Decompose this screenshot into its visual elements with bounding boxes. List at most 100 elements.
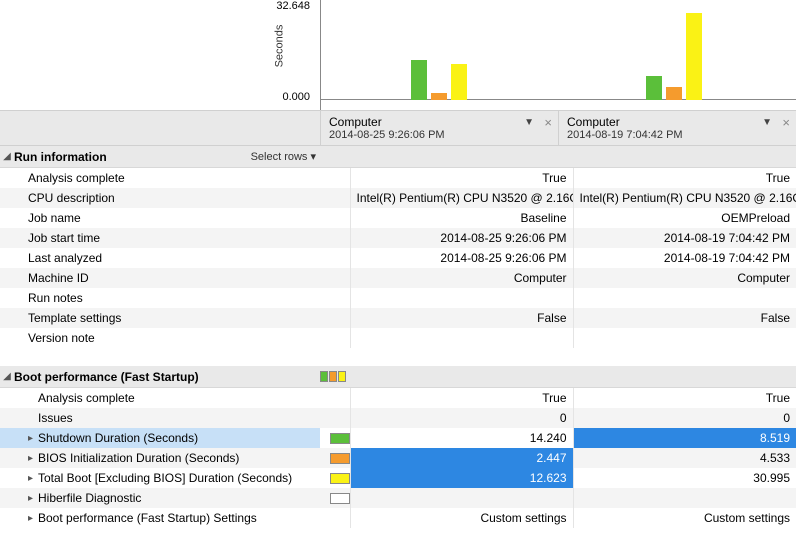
cell-value: 12.623 [350, 468, 573, 488]
cell-value: True [573, 388, 796, 408]
swatch [338, 371, 346, 382]
table-row[interactable]: Analysis completeTrueTrue [0, 168, 796, 188]
row-label: Machine ID [28, 271, 89, 285]
row-label: Run notes [28, 291, 83, 305]
cell-value: 2014-08-25 9:26:06 PM [350, 248, 573, 268]
chart-plot [320, 0, 796, 110]
expand-icon[interactable]: ▸ [28, 473, 38, 484]
cell-value: 4.533 [573, 448, 796, 468]
y-tick-max: 32.648 [276, 0, 310, 12]
row-label: Version note [28, 331, 95, 345]
select-rows-button[interactable]: Select rows ▾ [251, 150, 316, 163]
table-row[interactable]: Template settingsFalseFalse [0, 308, 796, 328]
table-row[interactable]: ▸Total Boot [Excluding BIOS] Duration (S… [0, 468, 796, 488]
row-label: Total Boot [Excluding BIOS] Duration (Se… [38, 471, 292, 485]
bar [431, 93, 447, 100]
expand-icon[interactable]: ▸ [28, 493, 38, 504]
cell-value: Custom settings [573, 508, 796, 528]
row-label: Boot performance (Fast Startup) Settings [38, 511, 257, 525]
cell-value [573, 328, 796, 348]
table-row[interactable]: Run notes [0, 288, 796, 308]
bar [451, 64, 467, 100]
expand-icon[interactable]: ▸ [28, 433, 38, 444]
row-label: Template settings [28, 311, 121, 325]
table-row[interactable]: CPU description Intel(R) Pentium(R) CPU N… [0, 188, 796, 208]
chart-area: Seconds 32.648 0.000 [0, 0, 796, 110]
cell-value: True [350, 388, 573, 408]
cell-value: Baseline [350, 208, 573, 228]
row-label: Hiberfile Diagnostic [38, 491, 141, 505]
table-row[interactable]: ▸BIOS Initialization Duration (Seconds) 2… [0, 448, 796, 468]
swatch [320, 371, 328, 382]
table-row[interactable]: Issues00 [0, 408, 796, 428]
column-title: Computer [567, 115, 788, 129]
collapse-icon[interactable]: ◢ [0, 151, 14, 162]
cell-value: 2.447 [350, 448, 573, 468]
table-row[interactable]: ▸Shutdown Duration (Seconds) 14.2408.519 [0, 428, 796, 448]
section-header-boot-perf: ◢ Boot performance (Fast Startup) [0, 366, 796, 388]
row-label: Shutdown Duration (Seconds) [38, 431, 198, 445]
bar [646, 76, 662, 100]
cell-value: 2014-08-19 7:04:42 PM [573, 248, 796, 268]
cell-value [350, 488, 573, 508]
cell-value [350, 288, 573, 308]
collapse-icon[interactable]: ◢ [0, 371, 14, 382]
column-subtitle: 2014-08-25 9:26:06 PM [329, 129, 550, 141]
column-header-0[interactable]: Computer 2014-08-25 9:26:06 PM ▼ × [320, 111, 558, 145]
cell-value: 0 [350, 408, 573, 428]
cell-value: 2014-08-19 7:04:42 PM [573, 228, 796, 248]
expand-icon[interactable]: ▸ [28, 513, 38, 524]
table-row[interactable]: Job name BaselineOEMPreload [0, 208, 796, 228]
bar-group-0 [411, 60, 467, 100]
column-headers: Computer 2014-08-25 9:26:06 PM ▼ × Compu… [0, 110, 796, 146]
chart-y-axis: Seconds 32.648 0.000 [0, 0, 320, 110]
bar [411, 60, 427, 100]
cell-value: 14.240 [350, 428, 573, 448]
swatch [329, 371, 337, 382]
table-row[interactable]: ▸Hiberfile Diagnostic [0, 488, 796, 508]
cell-value: True [573, 168, 796, 188]
column-header-1[interactable]: Computer 2014-08-19 7:04:42 PM ▼ × [558, 111, 796, 145]
cell-value: Computer [573, 268, 796, 288]
cell-value: OEMPreload [573, 208, 796, 228]
column-title: Computer [329, 115, 550, 129]
table-row[interactable]: Version note [0, 328, 796, 348]
column-subtitle: 2014-08-19 7:04:42 PM [567, 129, 788, 141]
row-swatch [330, 473, 350, 484]
cell-value: 8.519 [573, 428, 796, 448]
table-row[interactable]: Machine ID ComputerComputer [0, 268, 796, 288]
row-swatch [330, 433, 350, 444]
cell-value: True [350, 168, 573, 188]
dropdown-icon[interactable]: ▼ [524, 117, 534, 128]
row-label: Job name [28, 211, 81, 225]
table-row[interactable]: Last analyzed 2014-08-25 9:26:06 PM2014-0… [0, 248, 796, 268]
cell-value: Intel(R) Pentium(R) CPU N3520 @ 2.16GHz [573, 188, 796, 208]
row-label: Job start time [28, 231, 100, 245]
row-label: Last analyzed [28, 251, 102, 265]
boot-perf-grid: Analysis completeTrueTrue Issues00▸Shutd… [0, 388, 796, 528]
cell-value [573, 288, 796, 308]
header-swatches [320, 371, 346, 382]
cell-value: Computer [350, 268, 573, 288]
table-row[interactable]: ▸Boot performance (Fast Startup) Setting… [0, 508, 796, 528]
y-tick-min: 0.000 [282, 91, 310, 103]
close-icon[interactable]: × [782, 115, 790, 130]
cell-value: 30.995 [573, 468, 796, 488]
cell-value: False [350, 308, 573, 328]
y-axis-label: Seconds [273, 25, 285, 68]
dropdown-icon[interactable]: ▼ [762, 117, 772, 128]
bar [686, 13, 702, 100]
row-label: CPU description [28, 191, 115, 205]
table-row[interactable]: Analysis completeTrueTrue [0, 388, 796, 408]
expand-icon[interactable]: ▸ [28, 453, 38, 464]
bar-group-1 [646, 13, 702, 100]
table-row[interactable]: Job start time2014-08-25 9:26:06 PM2014-… [0, 228, 796, 248]
section-title: Run information [14, 150, 107, 164]
row-swatch [330, 453, 350, 464]
close-icon[interactable]: × [544, 115, 552, 130]
row-label: Issues [38, 411, 73, 425]
cell-value: Intel(R) Pentium(R) CPU N3520 @ 2.16GHz [350, 188, 573, 208]
cell-value [350, 328, 573, 348]
section-header-run-info: ◢ Run information Select rows ▾ [0, 146, 796, 168]
row-label: BIOS Initialization Duration (Seconds) [38, 451, 239, 465]
